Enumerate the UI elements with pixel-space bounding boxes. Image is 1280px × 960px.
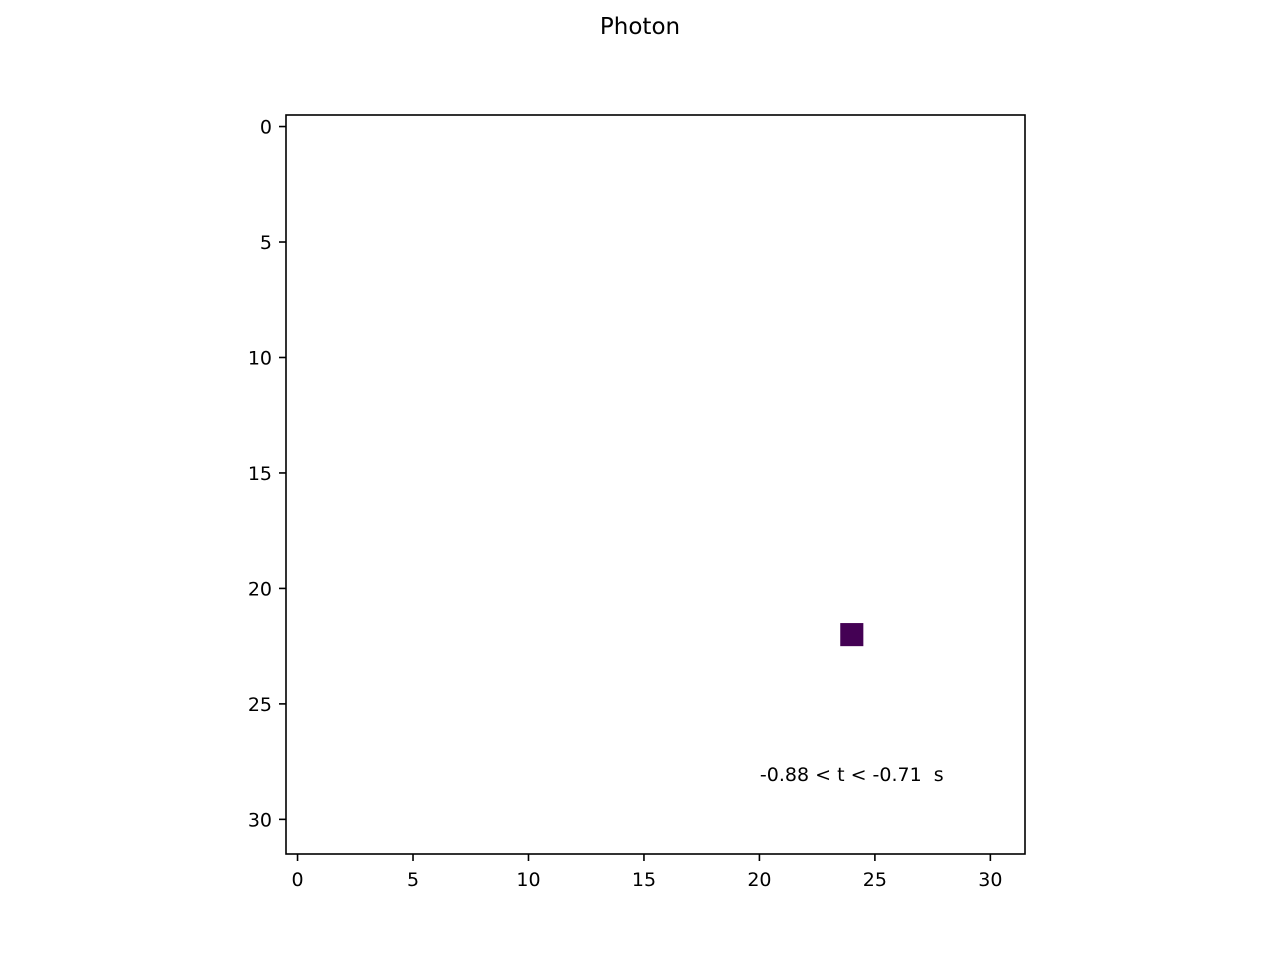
chart-title: Photon — [599, 14, 681, 40]
x-tick-label: 15 — [632, 869, 656, 891]
y-tick-label: 30 — [248, 809, 272, 831]
x-tick-label: 20 — [747, 869, 771, 891]
y-tick-label: 10 — [248, 347, 272, 369]
y-tick-label: 5 — [260, 232, 272, 254]
time-range-annotation: -0.88 < t < -0.71 s — [760, 764, 944, 786]
y-tick-label: 25 — [248, 694, 272, 716]
y-axis: 0 5 10 15 20 25 30 — [248, 117, 286, 831]
heatmap-cell — [840, 623, 864, 647]
heatmap-cells — [840, 623, 864, 647]
y-tick-label: 15 — [248, 463, 272, 485]
x-tick-label: 30 — [978, 869, 1002, 891]
x-tick-label: 25 — [863, 869, 887, 891]
x-axis: 0 5 10 15 20 25 30 — [292, 854, 1002, 891]
x-tick-label: 10 — [516, 869, 540, 891]
y-tick-label: 20 — [248, 578, 272, 600]
plot-frame — [285, 114, 1026, 855]
x-tick-label: 0 — [292, 869, 304, 891]
x-tick-label: 5 — [407, 869, 419, 891]
y-tick-label: 0 — [260, 117, 272, 139]
